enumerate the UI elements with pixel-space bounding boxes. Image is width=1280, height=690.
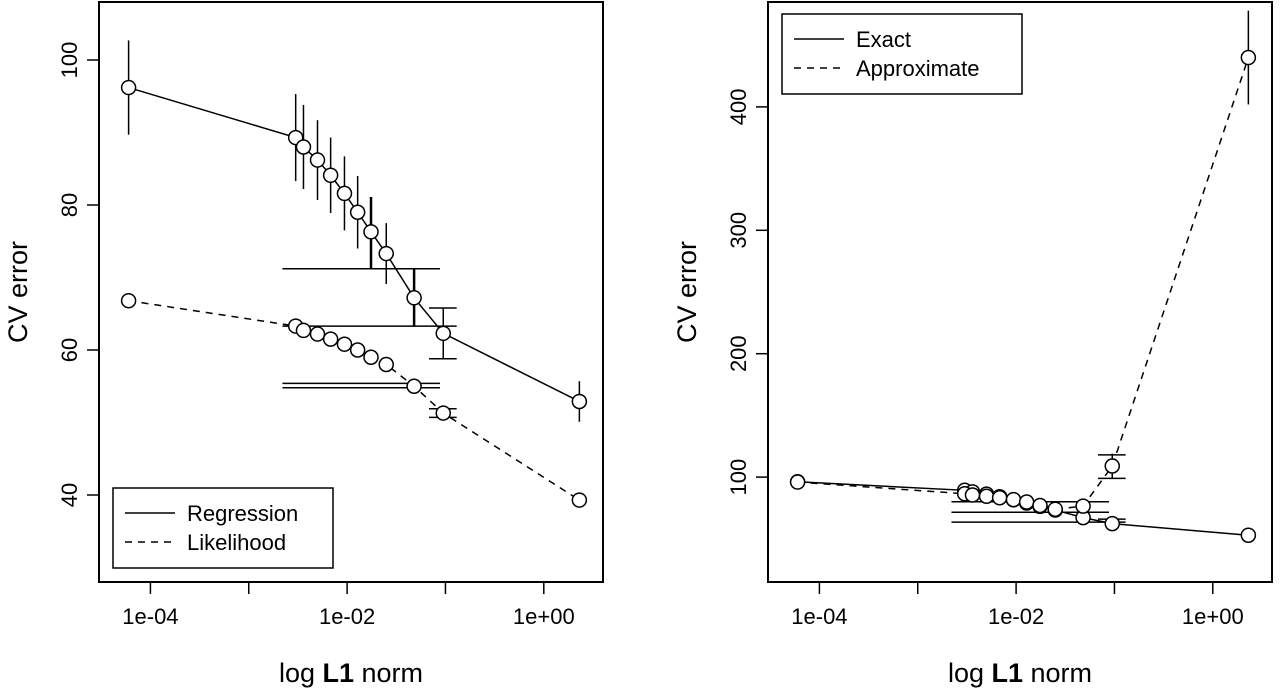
data-point	[349, 204, 366, 220]
data-point	[1104, 515, 1121, 532]
data-point	[406, 378, 422, 394]
y-tick-label: 60	[57, 338, 82, 362]
chart-panel-2: 1e-04 1e-02 1e+00 100 200 300 400 log L1 norm CV…	[672, 1, 1273, 688]
data-point	[1018, 494, 1035, 510]
data-point	[1240, 527, 1257, 543]
data-point	[295, 139, 312, 155]
y-axis-title: CV error	[3, 241, 33, 343]
data-point	[1005, 491, 1022, 508]
data-point	[322, 167, 339, 184]
legend-box	[112, 487, 334, 569]
x-axis-title-suffix: norm	[1023, 658, 1092, 688]
y-tick-label: 200	[726, 335, 751, 372]
y-tick-label: 100	[726, 459, 751, 496]
data-point	[1075, 498, 1091, 514]
data-point	[120, 292, 137, 309]
data-point	[964, 487, 981, 503]
y-tick-label: 40	[57, 483, 82, 507]
chart-panel-1: 1e-04 1e-02 1e+00 40 60 80 100 log L1 norm CV er…	[3, 1, 604, 688]
y-tick-label: 80	[57, 193, 82, 217]
x-tick-label: 1e+00	[1182, 604, 1244, 629]
data-point	[571, 393, 588, 410]
data-point	[363, 224, 379, 240]
data-point	[336, 185, 353, 202]
legend-label: Exact	[856, 27, 911, 52]
data-point	[295, 322, 312, 339]
data-point	[435, 325, 452, 342]
data-point	[363, 349, 379, 365]
data-point	[789, 474, 806, 490]
data-point	[435, 405, 452, 421]
data-point	[571, 492, 588, 508]
data-point	[309, 152, 326, 168]
data-point	[1240, 49, 1257, 66]
x-axis-title: log L1 norm	[948, 658, 1092, 688]
x-tick-label: 1e-04	[791, 604, 847, 629]
x-axis-title-prefix: log	[279, 658, 323, 688]
data-point	[378, 356, 394, 373]
x-tick-label: 1e-04	[122, 604, 178, 629]
y-tick-label: 400	[726, 89, 751, 126]
y-tick-label: 300	[726, 212, 751, 249]
data-point	[1104, 458, 1121, 474]
series-line-approximate	[797, 57, 1250, 510]
y-tick-label: 100	[57, 42, 82, 79]
y-axis-title: CV error	[672, 241, 702, 343]
x-tick-label: 1e+00	[513, 604, 575, 629]
legend-label: Approximate	[856, 56, 980, 81]
data-point	[336, 336, 353, 352]
x-tick-label: 1e-02	[319, 604, 375, 629]
legend-label: Regression	[187, 501, 298, 526]
plot-frame	[767, 1, 1273, 583]
data-point	[406, 290, 422, 306]
data-point	[349, 342, 366, 358]
legend: Regression Likelihood	[112, 487, 334, 569]
data-point	[1032, 497, 1048, 514]
data-point	[378, 245, 394, 262]
data-point	[978, 488, 995, 504]
data-point	[120, 79, 137, 96]
x-axis-title: log L1 norm	[279, 658, 423, 688]
x-axis-title-suffix: norm	[354, 658, 423, 688]
data-point	[991, 489, 1008, 506]
data-point	[322, 331, 339, 347]
data-point	[309, 326, 326, 342]
legend: Exact Approximate	[781, 13, 1023, 95]
plot-frame	[98, 1, 604, 583]
legend-box	[781, 13, 1023, 95]
data-point	[1047, 501, 1063, 517]
legend-label: Likelihood	[187, 530, 286, 555]
series-line-likelihood	[128, 299, 580, 501]
x-axis-title-bold: L1	[323, 658, 355, 688]
x-axis-title-bold: L1	[992, 658, 1024, 688]
x-axis-title-prefix: log	[948, 658, 992, 688]
x-tick-label: 1e-02	[988, 604, 1044, 629]
